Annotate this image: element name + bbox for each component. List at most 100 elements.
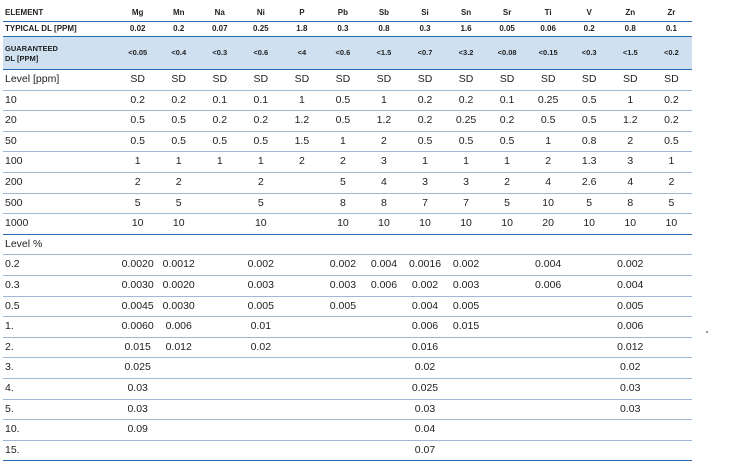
sd-column-header: SD: [240, 69, 282, 91]
sd-value: 0.2: [240, 110, 282, 132]
sd-value: [322, 316, 364, 338]
sd-value: 10: [609, 213, 651, 235]
empty-cell: [486, 234, 528, 256]
ppm-section-label: Level [ppm]: [3, 69, 118, 91]
sd-value: 0.003: [240, 275, 282, 297]
sd-value: 0.2: [199, 110, 241, 132]
sd-value: [281, 296, 323, 318]
sd-value: [199, 296, 241, 318]
sd-value: 5: [158, 193, 200, 215]
ppm-level-row: 500 5 5 5 8 8 7 7 5 10 5 8 5: [3, 193, 692, 215]
ppm-level-row: 10 0.2 0.2 0.1 0.1 1 0.5 1 0.2 0.2 0.1 0.25 0.5 1 0.2: [3, 90, 692, 112]
sd-value: 1: [445, 151, 487, 173]
sd-value: [199, 193, 241, 215]
guaranteed-dl-value: <0.4: [158, 36, 200, 70]
element-header-row: ELEMENT Mg Mn Na Ni P Pb Sb Si Sn Sr Ti V Zn Zr: [3, 4, 692, 22]
sd-value: [568, 419, 610, 441]
sd-value: [322, 440, 364, 461]
guaranteed-dl-label-line2: DL [PPM]: [5, 54, 39, 63]
sd-value: [527, 316, 569, 338]
sd-value: [486, 399, 528, 421]
sd-value: [609, 419, 651, 441]
sd-value: 0.2: [404, 90, 446, 112]
sd-value: [199, 337, 241, 359]
ppm-level-row: 200 2 2 2 5 4 3 3 2 4 2.6 4 2: [3, 172, 692, 194]
sd-value: [650, 296, 692, 318]
sd-value: [199, 440, 241, 461]
sd-value: [281, 193, 323, 215]
percent-level-value: 0.2: [3, 254, 118, 276]
guaranteed-dl-value: <0.6: [322, 36, 364, 70]
sd-value: 0.03: [117, 378, 159, 400]
sd-value: 1: [609, 90, 651, 112]
sd-value: [199, 213, 241, 235]
typical-dl-value: 0.8: [624, 24, 636, 33]
sd-value: 0.5: [117, 110, 159, 132]
sd-value: 0.5: [568, 90, 610, 112]
sd-value: [199, 357, 241, 379]
sd-value: [281, 213, 323, 235]
sd-value: 1.2: [609, 110, 651, 132]
sd-value: 10: [404, 213, 446, 235]
sd-value: 3: [609, 151, 651, 173]
sd-value: [281, 254, 323, 276]
percent-level-row: 0.3 0.0030 0.0020 0.003 0.003 0.006 0.002 0.003…: [3, 275, 692, 297]
sd-value: [363, 419, 405, 441]
sd-value: 20: [527, 213, 569, 235]
guaranteed-dl-value: <0.3: [568, 36, 610, 70]
sd-value: [363, 357, 405, 379]
empty-cell: [445, 234, 487, 256]
typical-dl-value: 0.25: [253, 24, 269, 33]
sd-value: 0.002: [322, 254, 364, 276]
sd-value: [158, 357, 200, 379]
sd-value: [527, 419, 569, 441]
percent-level-row: 5. 0.03 0.03 0.03: [3, 399, 692, 421]
sd-value: [445, 337, 487, 359]
ppm-level-value: 10: [3, 90, 118, 112]
typical-dl-value: 0.3: [419, 24, 431, 33]
element-symbol: Ni: [240, 4, 282, 22]
sd-value: 0.004: [404, 296, 446, 318]
empty-cell: [281, 234, 323, 256]
sd-value: 1: [158, 151, 200, 173]
sd-value: 0.04: [404, 419, 446, 441]
sd-value: 0.2: [650, 110, 692, 132]
sd-column-header: SD: [445, 69, 487, 91]
percent-level-value: 4.: [3, 378, 118, 400]
sd-value: 2: [363, 131, 405, 153]
sd-value: 10: [322, 213, 364, 235]
sd-column-header: SD: [158, 69, 200, 91]
sd-value: 0.1: [486, 90, 528, 112]
sd-value: 0.1: [199, 90, 241, 112]
table-body: ELEMENT Mg Mn Na Ni P Pb Sb Si Sn Sr Ti V Zn Zr TYPICAL…: [3, 4, 692, 461]
sd-value: [486, 357, 528, 379]
sd-value: 1: [527, 131, 569, 153]
sd-value: [650, 378, 692, 400]
element-symbol: Sb: [363, 4, 405, 22]
element-symbol: P: [281, 4, 323, 22]
sd-value: 0.012: [609, 337, 651, 359]
sd-value: [281, 440, 323, 461]
element-symbol: Mn: [158, 4, 200, 22]
guaranteed-dl-value: <0.08: [486, 36, 528, 70]
percent-level-value: 1.: [3, 316, 118, 338]
sd-column-header: SD: [281, 69, 323, 91]
ppm-level-value: 500: [3, 193, 118, 215]
sd-value: [568, 254, 610, 276]
sd-value: [568, 378, 610, 400]
sd-value: 0.005: [609, 296, 651, 318]
sd-value: [281, 419, 323, 441]
sd-value: [445, 419, 487, 441]
sd-value: 8: [609, 193, 651, 215]
percent-level-row: 1. 0.0060 0.006 0.01 0.006 0.015 0.006: [3, 316, 692, 338]
sd-value: [322, 337, 364, 359]
typical-dl-value: 0.05: [499, 24, 515, 33]
percent-level-value: 3.: [3, 357, 118, 379]
sd-value: 0.002: [240, 254, 282, 276]
sd-value: 0.02: [404, 357, 446, 379]
sd-value: 0.5: [527, 110, 569, 132]
sd-value: 3: [445, 172, 487, 194]
guaranteed-dl-label: GUARANTEED DL [PPM]: [3, 36, 118, 70]
typical-dl-value: 0.2: [583, 24, 595, 33]
sd-value: 2: [527, 151, 569, 173]
